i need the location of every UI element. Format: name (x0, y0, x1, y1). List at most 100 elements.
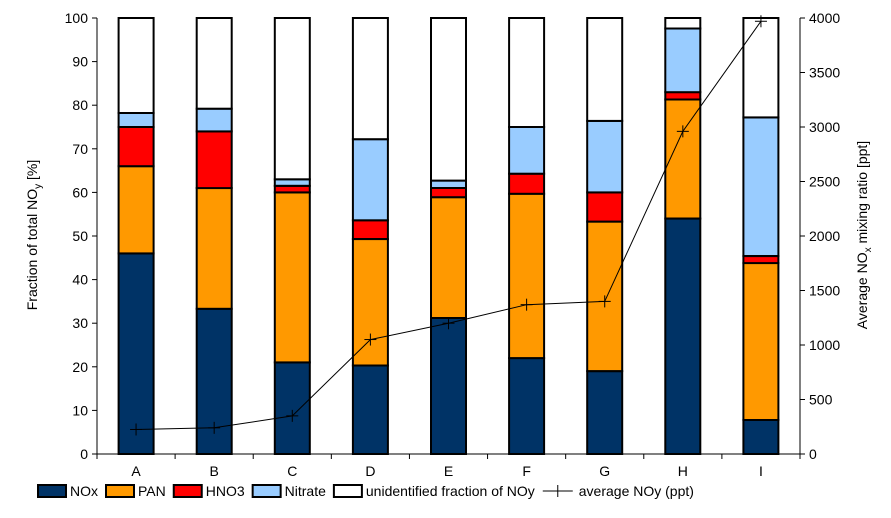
bar-segment-H-3 (664, 27, 702, 94)
legend-item-4: unidentified fraction of NOy (332, 483, 535, 499)
bar-segment-E-3 (430, 179, 467, 190)
bar-segment-F-0 (508, 357, 546, 456)
bar-segment-H-0 (664, 217, 702, 455)
bar-segment-D-2 (351, 219, 389, 241)
y2-axis-title: Average NOx mixing ratio [ppt] (854, 141, 874, 329)
x-tick-label-C: C (287, 463, 297, 479)
legend-label: NOx (70, 483, 98, 499)
right-y-axis: 0 500 1000 1500 2000 2500 3000 3500 4000 (799, 10, 840, 462)
bar-segment-E-0 (430, 317, 467, 455)
bar-segment-C-2 (273, 184, 311, 194)
bar-segment-H-1 (664, 98, 702, 220)
x-tick-label-A: A (131, 463, 141, 479)
y-tick-label: 60 (72, 184, 88, 200)
bar-segment-G-2 (586, 191, 624, 223)
bar-segment-C-0 (273, 361, 311, 455)
average-noy-marker-H (676, 125, 689, 138)
bar-segment-E-1 (430, 196, 467, 319)
legend-item-line: average NOy (ppt) (542, 483, 694, 499)
bar-segment-D-0 (351, 364, 389, 455)
x-axis: A B C D E F G H I (96, 453, 801, 479)
average-noy-marker-A (130, 423, 143, 436)
legend-swatch (332, 484, 363, 498)
average-noy-marker-G (598, 295, 611, 308)
bar-segment-C-4 (273, 17, 311, 181)
plot-area (117, 15, 780, 456)
bar-segment-G-3 (586, 119, 624, 194)
x-tick-label-I: I (759, 463, 763, 479)
legend-label: Nitrate (285, 483, 326, 499)
y-axis-title: Fraction of total NOy [%] (24, 160, 44, 311)
bar-segment-E-4 (430, 17, 467, 182)
bar-segment-H-2 (664, 91, 702, 101)
bar-segment-B-2 (195, 130, 233, 190)
bar-segment-G-4 (586, 17, 624, 122)
y2-tick-label: 1500 (809, 283, 840, 299)
bar-segment-A-3 (117, 112, 155, 128)
y-tick-label: 90 (72, 54, 88, 70)
legend-swatch (37, 484, 67, 498)
y2-tick-label: 2500 (809, 174, 840, 190)
legend-item-0: NOx (37, 483, 98, 499)
x-tick-label-B: B (209, 463, 218, 479)
y-tick-label: 0 (80, 446, 88, 462)
average-noy-marker-D (364, 333, 377, 346)
bar-segment-C-1 (273, 191, 311, 364)
legend: NOx PAN HNO3 Nitrate unidentified fraction o… (37, 483, 694, 499)
legend-label: PAN (138, 483, 166, 499)
y2-tick-label: 1000 (809, 337, 840, 353)
average-noy-marker-F (520, 298, 533, 311)
legend-swatch (172, 484, 203, 498)
bar-segment-F-2 (508, 172, 546, 195)
y-tick-label: 20 (72, 359, 88, 375)
legend-item-3: Nitrate (251, 483, 326, 499)
y-tick-label: 30 (72, 315, 88, 331)
y2-tick-label: 3000 (809, 119, 840, 135)
bar-segment-A-2 (117, 126, 155, 168)
y-tick-label: 10 (72, 402, 88, 418)
bar-segment-F-3 (508, 126, 546, 175)
x-tick-label-D: D (365, 463, 375, 479)
legend-label: HNO3 (206, 483, 245, 499)
legend-item-2: HNO3 (172, 483, 245, 499)
y2-tick-label: 0 (809, 446, 817, 462)
x-tick-label-E: E (444, 463, 453, 479)
legend-label: unidentified fraction of NOy (366, 483, 535, 499)
y-tick-label: 100 (65, 10, 89, 26)
average-noy-marker-C (286, 409, 299, 422)
y-tick-label: 50 (72, 228, 88, 244)
left-y-axis: 0 10 20 30 40 50 60 70 80 90 100 (65, 10, 98, 462)
bar-segment-F-1 (508, 192, 546, 360)
legend-label: average NOy (ppt) (579, 483, 694, 499)
x-tick-label-H: H (678, 463, 688, 479)
y2-tick-label: 500 (809, 392, 833, 408)
bar-segment-A-0 (117, 252, 155, 455)
x-tick-label-F: F (522, 463, 531, 479)
x-tick-label-G: G (599, 463, 610, 479)
bar-segment-I-0 (742, 419, 780, 455)
bar-segment-D-1 (351, 238, 389, 367)
y-tick-label: 40 (72, 272, 88, 288)
bar-segment-I-1 (742, 262, 780, 421)
bar-segment-I-3 (742, 116, 780, 258)
y2-tick-label: 4000 (809, 10, 840, 26)
y-tick-label: 80 (72, 97, 88, 113)
legend-item-1: PAN (105, 483, 166, 499)
bar-segment-I-2 (742, 255, 780, 265)
bar-segment-D-3 (351, 138, 389, 222)
bar-segment-E-2 (430, 187, 467, 199)
bar-segment-I-4 (742, 17, 780, 119)
bar-segment-B-3 (195, 107, 233, 133)
bar-segment-H-4 (664, 17, 702, 30)
average-noy-marker-I (754, 15, 767, 28)
legend-swatch (251, 484, 282, 498)
bar-segment-B-1 (195, 187, 233, 310)
legend-swatch (105, 484, 135, 498)
average-noy-marker-B (208, 421, 221, 434)
bar-segment-A-1 (117, 165, 155, 255)
bar-segment-A-4 (117, 17, 155, 114)
y2-tick-label: 3500 (809, 65, 840, 81)
bar-segment-B-4 (195, 17, 233, 110)
y-tick-label: 70 (72, 141, 88, 157)
average-noy-marker-E (442, 317, 455, 330)
